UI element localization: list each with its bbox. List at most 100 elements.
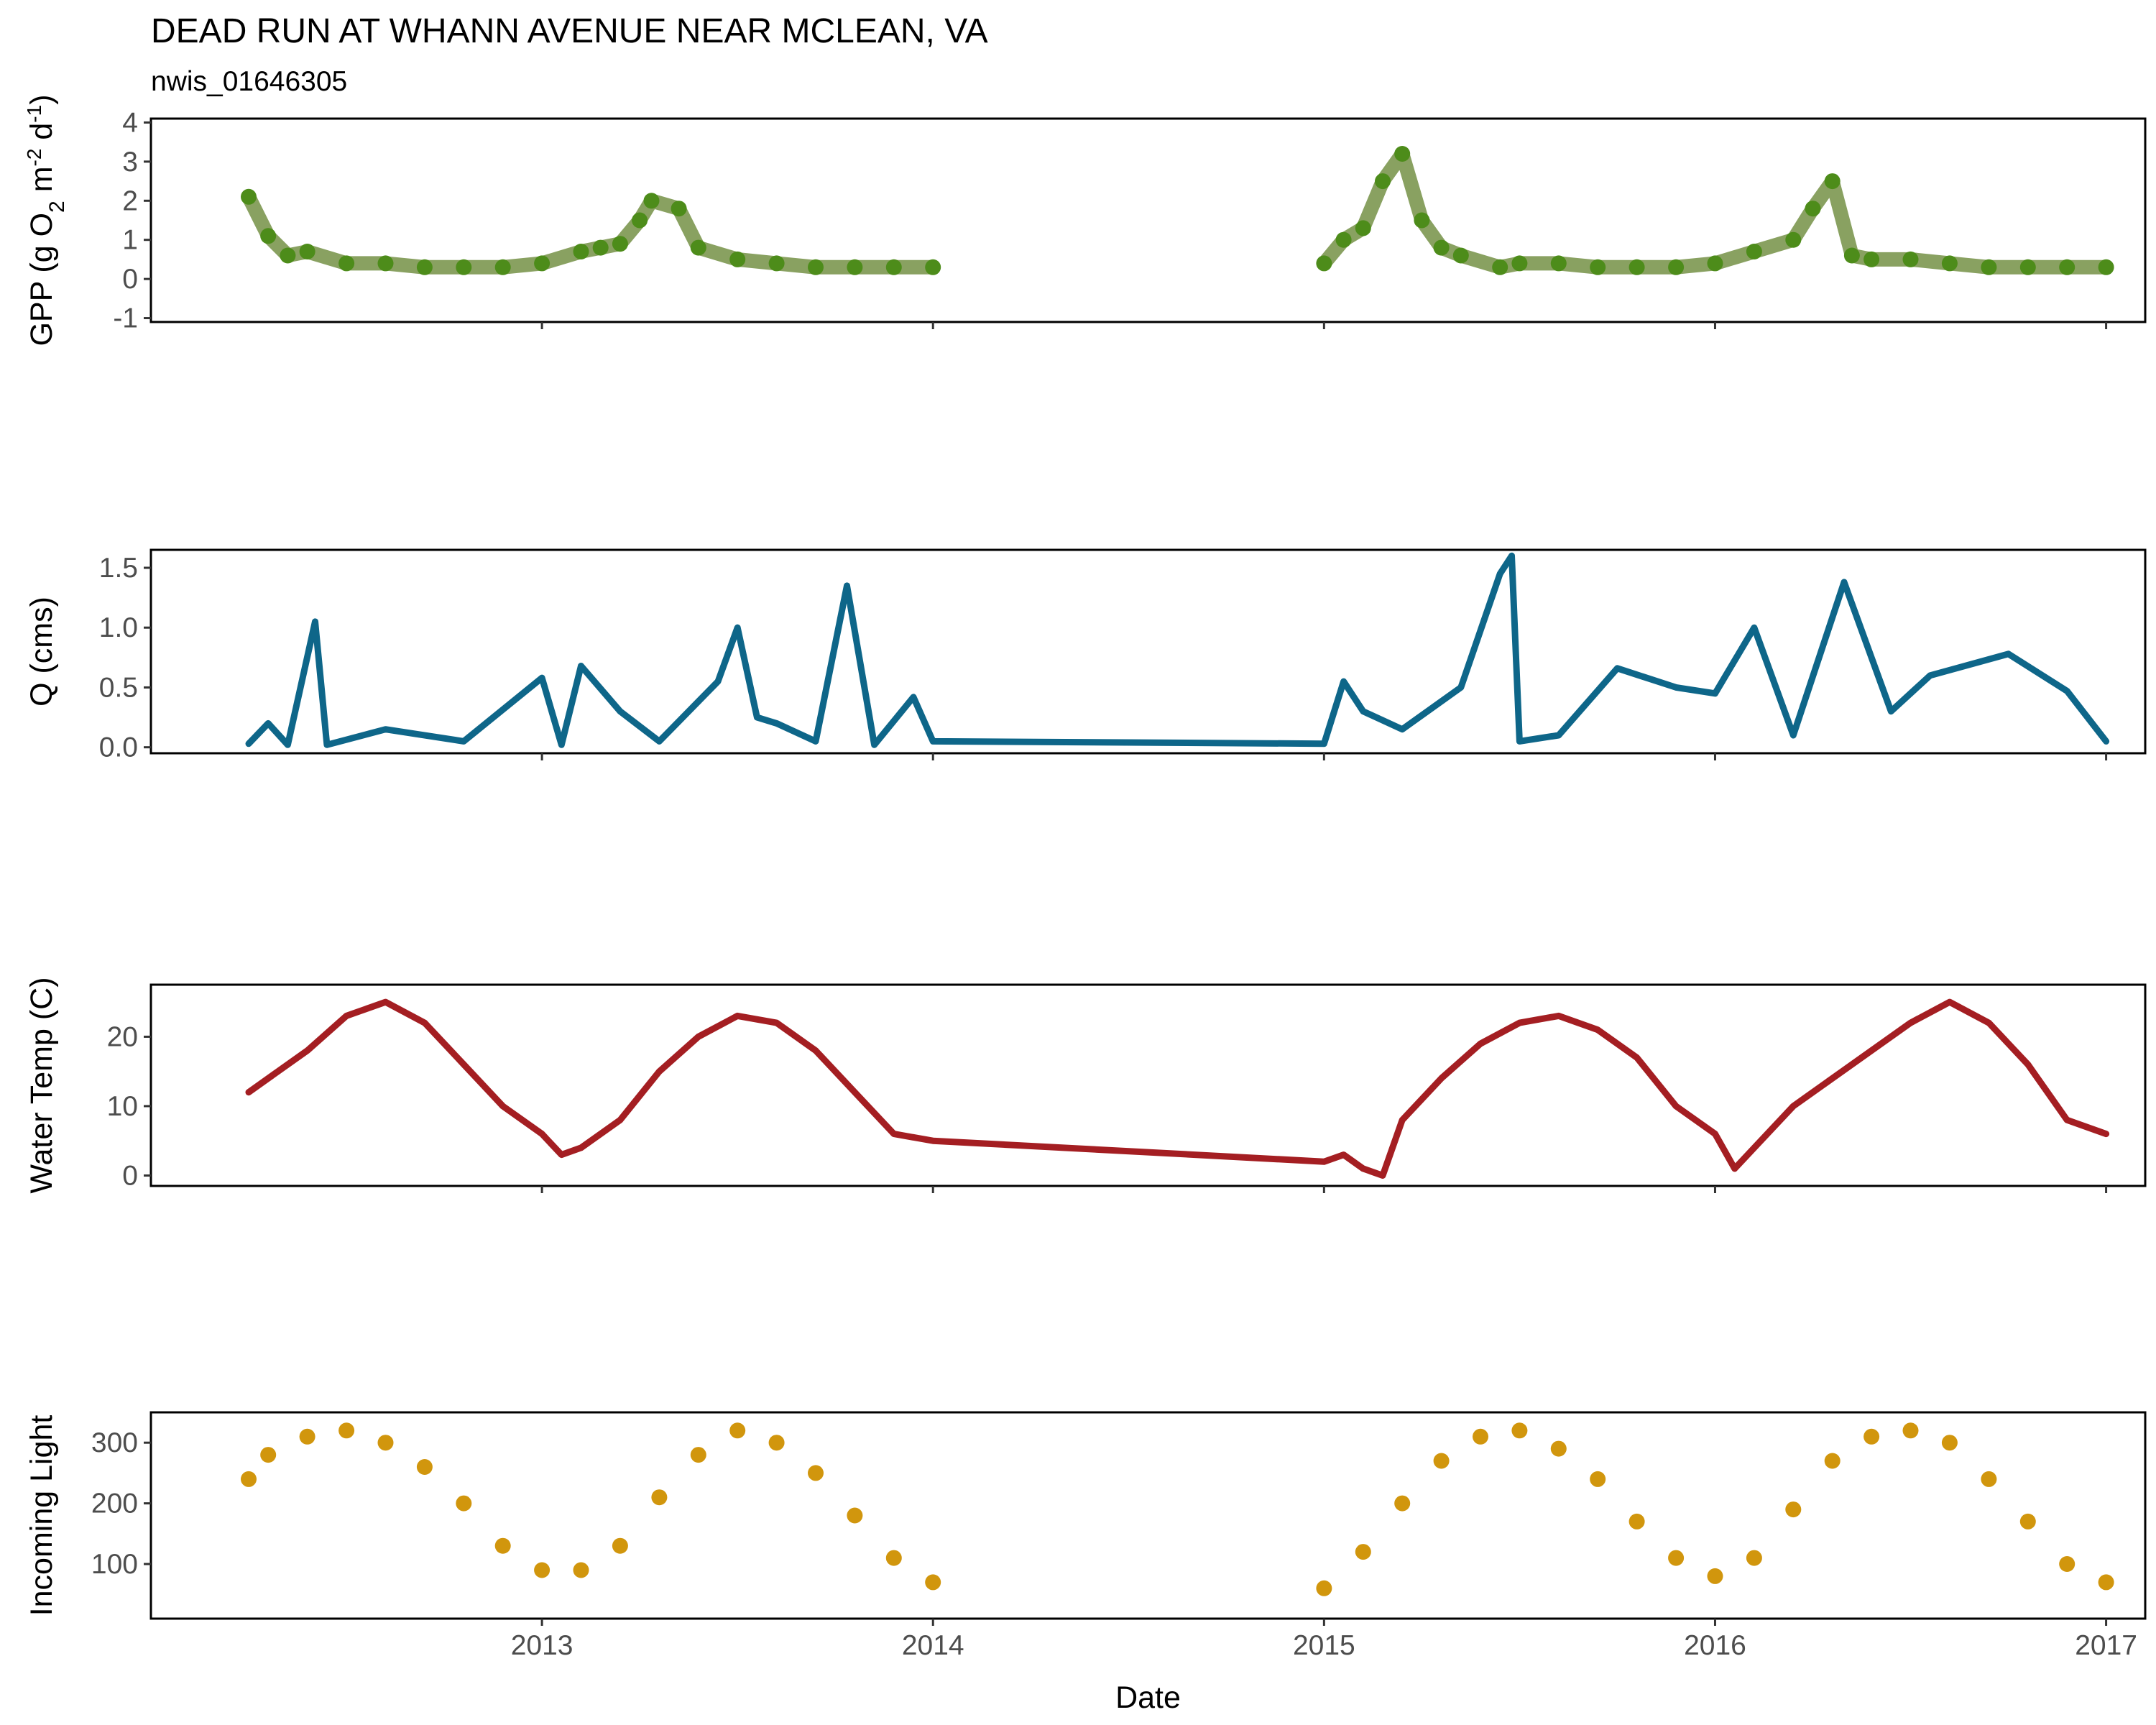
gpp-point: [1335, 231, 1352, 248]
gpp-point: [299, 244, 315, 259]
gpp-point: [1941, 255, 1958, 272]
gpp-point: [671, 201, 687, 217]
gpp-point: [1843, 247, 1860, 264]
q-y-axis-title: Q (cms): [24, 597, 59, 707]
light-point: [377, 1435, 394, 1451]
light-point: [651, 1489, 668, 1506]
gpp-y-tick-label: 0: [122, 264, 138, 295]
light-panel-border: [149, 1411, 2147, 1620]
light-point: [1511, 1422, 1528, 1439]
q-panel-border: [149, 548, 2147, 755]
light-point: [2019, 1513, 2036, 1530]
gpp-point: [1805, 201, 1821, 217]
gpp-point: [456, 259, 472, 275]
q-series-line: [245, 552, 2110, 748]
temp-panel-border: [149, 983, 2147, 1187]
gpp-point: [1394, 146, 1411, 162]
gpp-point: [2059, 259, 2076, 275]
gpp-point: [847, 259, 863, 275]
gpp-point: [925, 259, 941, 275]
gpp-point: [1824, 173, 1841, 190]
q-y-tick-label: 1.5: [99, 553, 138, 584]
gpp-point: [573, 244, 589, 259]
q-y-tick-label: 0.0: [99, 732, 138, 763]
gpp-point: [1375, 173, 1391, 190]
light-point: [1707, 1568, 1723, 1584]
gpp-point: [280, 247, 296, 264]
x-tick-label: 2015: [1293, 1630, 1355, 1661]
light-point: [416, 1459, 433, 1475]
light-point: [1590, 1471, 1606, 1487]
light-point: [1864, 1428, 1880, 1445]
light-point: [338, 1422, 355, 1439]
light-point: [1668, 1550, 1685, 1566]
gpp-point: [1414, 212, 1430, 229]
gpp-point: [534, 255, 550, 272]
x-tick-label: 2017: [2075, 1630, 2137, 1661]
temp-y-tick-label: 0: [122, 1161, 138, 1192]
gpp-point: [1433, 239, 1450, 256]
light-y-tick-label: 200: [91, 1489, 138, 1519]
light-point: [1746, 1550, 1762, 1566]
gpp-point: [808, 259, 824, 275]
light-point: [1316, 1580, 1332, 1596]
gpp-point: [2098, 259, 2114, 275]
light-point: [534, 1562, 550, 1578]
gpp-point: [1785, 231, 1802, 248]
light-point: [494, 1537, 511, 1554]
gpp-point: [690, 239, 706, 256]
gpp-y-tick-label: 3: [122, 147, 138, 178]
light-point: [925, 1574, 941, 1591]
gpp-point: [1981, 259, 1997, 275]
gpp-point: [729, 251, 746, 267]
temp-y-tick-label: 10: [107, 1091, 138, 1122]
gpp-point: [260, 228, 277, 244]
gpp-point: [1628, 259, 1645, 275]
gpp-y-tick-label: -1: [113, 303, 138, 334]
gpp-point: [1316, 255, 1332, 272]
gpp-y-tick-label: 1: [122, 225, 138, 256]
gpp-point: [1746, 244, 1762, 259]
gpp-point: [1452, 247, 1469, 264]
gpp-point: [1707, 255, 1723, 272]
light-point: [729, 1422, 746, 1439]
gpp-y-tick-label: 4: [122, 107, 138, 138]
light-point: [260, 1447, 277, 1463]
light-point: [241, 1471, 257, 1487]
temp-series-line: [245, 998, 2110, 1179]
gpp-point: [768, 255, 785, 272]
light-point: [612, 1537, 628, 1554]
gpp-point: [494, 259, 511, 275]
light-point: [808, 1465, 824, 1481]
gpp-point: [1355, 220, 1371, 236]
q-y-tick-label: 1.0: [99, 612, 138, 643]
light-point: [768, 1435, 785, 1451]
light-point: [573, 1562, 589, 1578]
light-point: [1550, 1440, 1567, 1457]
gpp-point: [592, 239, 609, 256]
light-point: [299, 1428, 315, 1445]
light-point: [847, 1507, 863, 1524]
temp-y-tick-label: 20: [107, 1021, 138, 1052]
light-point: [1824, 1453, 1841, 1469]
light-point: [1941, 1435, 1958, 1451]
light-point: [690, 1447, 706, 1463]
light-y-axis-title: Incoming Light: [24, 1415, 59, 1616]
light-point: [1902, 1422, 1919, 1439]
gpp-point: [612, 236, 628, 252]
gpp-band: [241, 147, 2114, 275]
light-point: [1355, 1544, 1371, 1560]
gpp-point: [338, 255, 355, 272]
x-tick-label: 2014: [902, 1630, 964, 1661]
gpp-point: [643, 193, 660, 209]
gpp-point: [1864, 251, 1880, 267]
light-point: [2059, 1556, 2076, 1572]
gpp-point: [885, 259, 902, 275]
light-point: [1473, 1428, 1488, 1445]
gpp-point: [377, 255, 394, 272]
temp-y-axis-title: Water Temp (C): [24, 977, 59, 1193]
gpp-point: [416, 259, 433, 275]
gpp-point: [1590, 259, 1606, 275]
gpp-point: [1492, 259, 1508, 275]
light-point: [1981, 1471, 1997, 1487]
